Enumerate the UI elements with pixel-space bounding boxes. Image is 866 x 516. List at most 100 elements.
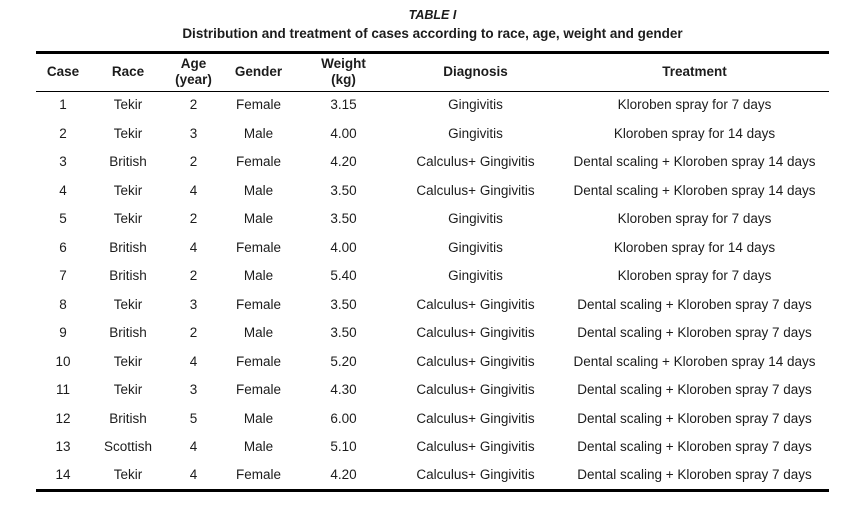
cell-weight: 4.20 bbox=[330, 466, 357, 482]
cell-gender: Female bbox=[235, 296, 281, 312]
cell-age: 4 bbox=[189, 239, 198, 255]
cell-case: 4 bbox=[59, 182, 67, 198]
cell-gender: Female bbox=[235, 353, 281, 369]
col-header-gender: Gender bbox=[234, 64, 283, 80]
cell-weight: 4.20 bbox=[330, 154, 357, 170]
table-row: 3 British 2 Female 4.20 Calculus+ Gingivitis D… bbox=[36, 148, 829, 177]
cell-weight: 3.50 bbox=[330, 325, 357, 341]
cell-case: 5 bbox=[59, 211, 67, 227]
col-header-age: Age (year) bbox=[175, 55, 212, 88]
table-body: 1 Tekir 2 Female 3.15 Gingivitis Kloroben spra… bbox=[36, 91, 829, 490]
cell-diagnosis: Gingivitis bbox=[448, 239, 503, 255]
cell-race: British bbox=[109, 325, 147, 341]
cell-age: 3 bbox=[189, 296, 198, 312]
cell-treatment: Kloroben spray for 14 days bbox=[613, 239, 776, 255]
cell-age: 4 bbox=[189, 439, 198, 455]
table-row: 9 British 2 Male 3.50 Calculus+ Gingivitis Den… bbox=[36, 319, 829, 348]
cell-case: 6 bbox=[59, 239, 67, 255]
cell-age: 2 bbox=[189, 268, 198, 284]
cell-treatment: Kloroben spray for 7 days bbox=[617, 268, 772, 284]
table-row: 2 Tekir 3 Male 4.00 Gingivitis Kloroben spray … bbox=[36, 120, 829, 149]
cell-gender: Male bbox=[243, 268, 274, 284]
table-row: 4 Tekir 4 Male 3.50 Calculus+ Gingivitis Denta… bbox=[36, 177, 829, 206]
table-row: 12 British 5 Male 6.00 Calculus+ Gingivitis De… bbox=[36, 405, 829, 434]
cell-weight: 4.30 bbox=[330, 382, 357, 398]
cell-age: 3 bbox=[189, 382, 198, 398]
cell-gender: Female bbox=[235, 97, 281, 113]
cell-weight: 5.20 bbox=[330, 353, 357, 369]
cell-diagnosis: Calculus+ Gingivitis bbox=[416, 466, 535, 482]
cell-race: Scottish bbox=[103, 439, 153, 455]
cell-diagnosis: Calculus+ Gingivitis bbox=[416, 410, 535, 426]
cell-treatment: Kloroben spray for 14 days bbox=[613, 125, 776, 141]
cell-age: 2 bbox=[189, 97, 198, 113]
cell-gender: Female bbox=[235, 154, 281, 170]
cell-diagnosis: Calculus+ Gingivitis bbox=[416, 325, 535, 341]
cell-treatment: Dental scaling + Kloroben spray 7 days bbox=[577, 296, 812, 312]
table-row: 6 British 4 Female 4.00 Gingivitis Kloroben sp… bbox=[36, 234, 829, 263]
cell-weight: 3.50 bbox=[330, 296, 357, 312]
cell-gender: Male bbox=[243, 439, 274, 455]
cell-diagnosis: Calculus+ Gingivitis bbox=[416, 382, 535, 398]
col-header-diagnosis: Diagnosis bbox=[443, 64, 508, 80]
cell-treatment: Dental scaling + Kloroben spray 7 days bbox=[577, 466, 812, 482]
cell-treatment: Dental scaling + Kloroben spray 7 days bbox=[577, 382, 812, 398]
cell-age: 4 bbox=[189, 466, 198, 482]
cell-case: 8 bbox=[59, 296, 67, 312]
cell-diagnosis: Calculus+ Gingivitis bbox=[416, 353, 535, 369]
col-header-weight: Weight (kg) bbox=[321, 55, 366, 88]
cell-race: Tekir bbox=[113, 125, 143, 141]
cell-race: Tekir bbox=[113, 382, 143, 398]
cell-age: 5 bbox=[189, 410, 198, 426]
cell-case: 11 bbox=[55, 382, 70, 398]
cell-race: Tekir bbox=[113, 97, 143, 113]
cell-weight: 6.00 bbox=[330, 410, 357, 426]
cell-gender: Male bbox=[243, 325, 274, 341]
cell-age: 2 bbox=[189, 211, 198, 227]
cell-case: 2 bbox=[59, 125, 67, 141]
cell-weight: 4.00 bbox=[330, 125, 357, 141]
cell-treatment: Kloroben spray for 7 days bbox=[617, 211, 772, 227]
cell-case: 14 bbox=[55, 466, 71, 482]
cell-age: 4 bbox=[189, 353, 198, 369]
table-header: Case Race Age (year) Gender Weight (kg) Diagn… bbox=[36, 52, 829, 92]
cell-race: Tekir bbox=[113, 296, 143, 312]
cell-diagnosis: Calculus+ Gingivitis bbox=[416, 154, 535, 170]
cell-gender: Male bbox=[243, 410, 274, 426]
cell-weight: 5.40 bbox=[330, 268, 357, 284]
cell-weight: 3.15 bbox=[330, 97, 357, 113]
cell-treatment: Dental scaling + Kloroben spray 14 days bbox=[573, 353, 816, 369]
cell-diagnosis: Gingivitis bbox=[448, 125, 503, 141]
cell-gender: Male bbox=[243, 182, 274, 198]
cell-treatment: Kloroben spray for 7 days bbox=[617, 97, 772, 113]
col-header-race: Race bbox=[111, 64, 145, 80]
cases-table: Case Race Age (year) Gender Weight (kg) Diagn… bbox=[36, 50, 829, 492]
cell-gender: Female bbox=[235, 382, 281, 398]
cell-gender: Male bbox=[243, 125, 274, 141]
cell-age: 3 bbox=[189, 125, 198, 141]
cell-treatment: Dental scaling + Kloroben spray 7 days bbox=[577, 325, 812, 341]
cell-case: 3 bbox=[59, 154, 67, 170]
table-row: 8 Tekir 3 Female 3.50 Calculus+ Gingivitis Den… bbox=[36, 291, 829, 320]
cell-race: Tekir bbox=[113, 353, 143, 369]
cell-age: 2 bbox=[189, 325, 198, 341]
cell-race: Tekir bbox=[113, 466, 143, 482]
cell-age: 2 bbox=[189, 154, 198, 170]
cell-case: 7 bbox=[59, 268, 67, 284]
table-row: 10 Tekir 4 Female 5.20 Calculus+ Gingivitis De… bbox=[36, 348, 829, 377]
table-label: TABLE I bbox=[408, 8, 457, 22]
cell-diagnosis: Gingivitis bbox=[448, 97, 503, 113]
cell-diagnosis: Calculus+ Gingivitis bbox=[416, 296, 535, 312]
cell-treatment: Dental scaling + Kloroben spray 7 days bbox=[577, 410, 812, 426]
paper-page: TABLE I Distribution and treatment of ca… bbox=[36, 0, 829, 492]
cell-gender: Female bbox=[235, 239, 281, 255]
col-header-treatment: Treatment bbox=[662, 64, 727, 80]
table-caption-block: TABLE I Distribution and treatment of ca… bbox=[36, 7, 829, 43]
cell-race: British bbox=[109, 239, 147, 255]
cell-diagnosis: Gingivitis bbox=[448, 268, 503, 284]
table-row: 11 Tekir 3 Female 4.30 Calculus+ Gingivitis De… bbox=[36, 376, 829, 405]
cell-diagnosis: Calculus+ Gingivitis bbox=[416, 182, 535, 198]
cell-case: 13 bbox=[55, 439, 71, 455]
cell-gender: Female bbox=[235, 466, 281, 482]
cell-gender: Male bbox=[243, 211, 274, 227]
